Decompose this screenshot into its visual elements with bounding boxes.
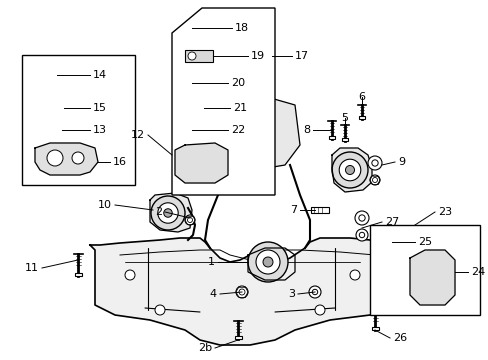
Bar: [22, 55, 135, 185]
Text: 9: 9: [397, 157, 404, 167]
Circle shape: [339, 159, 360, 181]
Text: 13: 13: [93, 125, 107, 135]
Circle shape: [359, 232, 364, 238]
Circle shape: [151, 196, 184, 230]
Polygon shape: [331, 148, 371, 192]
Circle shape: [256, 136, 263, 144]
Text: 26: 26: [392, 333, 407, 343]
Circle shape: [236, 286, 247, 298]
Circle shape: [251, 132, 268, 148]
Bar: [184, 50, 213, 62]
Polygon shape: [35, 143, 98, 175]
Circle shape: [47, 150, 63, 166]
Text: 6: 6: [358, 92, 365, 102]
Circle shape: [314, 305, 325, 315]
Circle shape: [247, 242, 287, 282]
Circle shape: [188, 127, 195, 133]
Text: 17: 17: [294, 51, 308, 61]
Bar: [358, 116, 364, 119]
Circle shape: [125, 270, 135, 280]
Text: 15: 15: [93, 103, 107, 113]
Bar: [328, 136, 334, 139]
Bar: [51, 85, 59, 87]
Circle shape: [372, 177, 377, 183]
Bar: [188, 86, 195, 89]
Circle shape: [184, 123, 199, 137]
Circle shape: [312, 289, 317, 295]
Circle shape: [367, 156, 381, 170]
Circle shape: [245, 126, 273, 154]
Circle shape: [187, 52, 196, 60]
Text: 23: 23: [437, 207, 451, 217]
Polygon shape: [150, 193, 192, 232]
Polygon shape: [90, 238, 384, 345]
Bar: [310, 207, 328, 213]
Circle shape: [54, 105, 60, 111]
Circle shape: [371, 160, 377, 166]
Text: 5: 5: [341, 113, 348, 123]
Text: 20: 20: [230, 78, 244, 88]
Circle shape: [48, 123, 62, 137]
Circle shape: [163, 209, 172, 217]
Bar: [341, 138, 347, 141]
Text: 7: 7: [289, 205, 296, 215]
Circle shape: [186, 150, 213, 176]
Circle shape: [192, 155, 207, 171]
Text: 4: 4: [209, 289, 217, 299]
Text: 21: 21: [232, 103, 246, 113]
Polygon shape: [172, 8, 274, 195]
Circle shape: [239, 289, 244, 295]
Circle shape: [424, 273, 434, 283]
Bar: [371, 327, 378, 330]
Circle shape: [354, 211, 368, 225]
Text: 3: 3: [287, 289, 294, 299]
Circle shape: [196, 160, 203, 166]
Circle shape: [50, 101, 64, 115]
Text: 16: 16: [113, 157, 127, 167]
Text: 18: 18: [235, 23, 248, 33]
Circle shape: [349, 270, 359, 280]
Text: 14: 14: [93, 70, 107, 80]
Bar: [74, 273, 81, 276]
Polygon shape: [409, 250, 454, 305]
Text: 24: 24: [470, 267, 484, 277]
Circle shape: [417, 266, 441, 290]
Bar: [369, 225, 479, 315]
Text: 12: 12: [131, 130, 145, 140]
Circle shape: [331, 152, 367, 188]
Circle shape: [155, 305, 164, 315]
Text: 11: 11: [25, 263, 39, 273]
Circle shape: [358, 215, 365, 221]
Polygon shape: [220, 95, 299, 170]
Text: 19: 19: [250, 51, 264, 61]
Circle shape: [308, 286, 320, 298]
Text: 2: 2: [155, 207, 162, 217]
Text: 1: 1: [207, 257, 215, 267]
Text: 27: 27: [384, 217, 398, 227]
Bar: [198, 127, 212, 132]
Text: 22: 22: [230, 125, 245, 135]
Circle shape: [256, 250, 280, 274]
Circle shape: [355, 229, 367, 241]
Bar: [234, 336, 241, 339]
Circle shape: [184, 215, 195, 225]
Circle shape: [72, 152, 84, 164]
Bar: [188, 32, 195, 35]
Circle shape: [51, 126, 59, 134]
Circle shape: [369, 175, 379, 185]
Circle shape: [187, 217, 192, 222]
Text: 2b: 2b: [198, 343, 212, 353]
Text: 8: 8: [302, 125, 309, 135]
Circle shape: [263, 257, 272, 267]
Text: 25: 25: [417, 237, 431, 247]
Circle shape: [345, 166, 354, 175]
Circle shape: [158, 203, 178, 223]
Bar: [388, 245, 394, 248]
Text: 10: 10: [98, 200, 112, 210]
Circle shape: [409, 258, 449, 298]
Polygon shape: [175, 143, 227, 183]
Bar: [182, 104, 203, 112]
